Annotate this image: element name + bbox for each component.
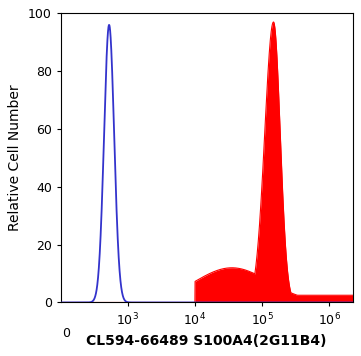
Text: 0: 0 <box>62 327 70 340</box>
X-axis label: CL594-66489 S100A4(2G11B4): CL594-66489 S100A4(2G11B4) <box>87 334 327 348</box>
Y-axis label: Relative Cell Number: Relative Cell Number <box>8 85 22 231</box>
